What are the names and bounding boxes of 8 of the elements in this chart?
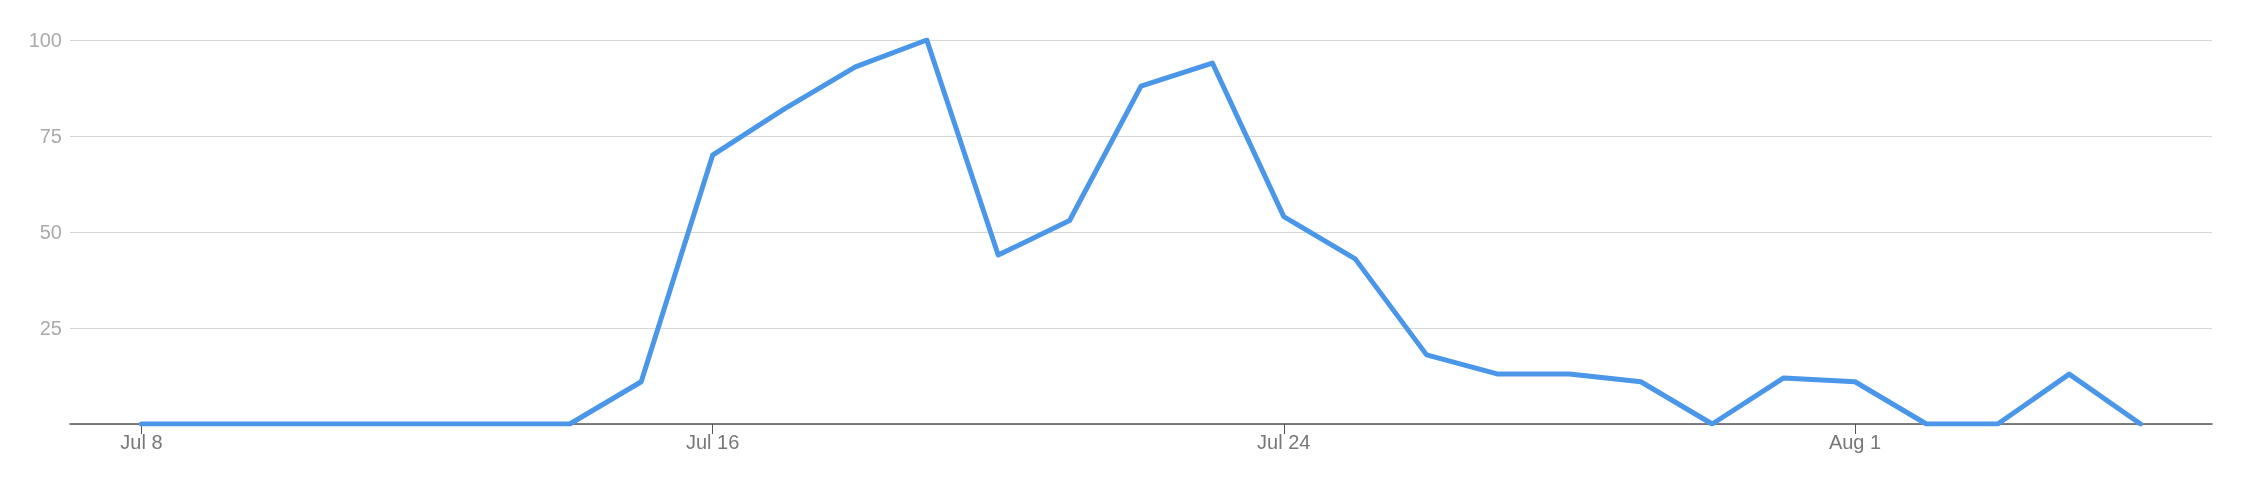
x-tick-label: Jul 8 — [120, 431, 163, 453]
y-tick-label: 50 — [39, 221, 62, 243]
y-tick-label: 100 — [28, 29, 62, 51]
x-tick-label: Jul 16 — [685, 431, 740, 453]
y-tick-label: 25 — [39, 317, 62, 339]
y-tick-label: 75 — [39, 125, 62, 147]
x-tick-label: Aug 1 — [1828, 431, 1882, 453]
x-tick-label: Jul 24 — [1257, 431, 1311, 453]
